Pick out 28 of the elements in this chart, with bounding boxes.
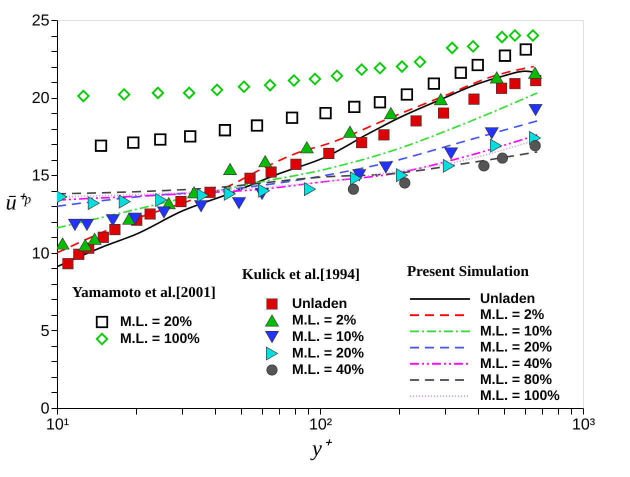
legend-label: M.L. = 20% [480, 338, 553, 355]
legend-label: Unladen [292, 295, 348, 311]
x-tick-label: 10¹ [46, 416, 70, 434]
legend-label: M.L. = 2% [480, 306, 545, 322]
legend-label: Unladen [480, 290, 536, 306]
x-tick-label: 10³ [572, 416, 596, 434]
legend-label: M.L. = 100% [480, 387, 560, 404]
legend-label: M.L. = 40% [480, 354, 553, 371]
annotation: Present Simulation [407, 264, 530, 280]
legend-label: M.L. = 40% [292, 361, 365, 377]
y-tick-label: 5 [40, 322, 50, 340]
legend-label: M.L. = 10% [480, 322, 553, 338]
legend-label: M.L. = 2% [292, 312, 357, 328]
y-tick-label: 25 [32, 12, 50, 30]
legend-label: M.L. = 80% [480, 371, 553, 387]
annotation: Kulick et al.[1994] [242, 267, 360, 283]
y-axis-title: ū⁺ᵖ [6, 190, 32, 214]
x-tick-label: 10² [308, 416, 333, 434]
legend-label: M.L. = 20% [120, 313, 193, 329]
legend-label: M.L. = 20% [292, 344, 365, 360]
legend-label: M.L. = 10% [292, 328, 365, 344]
y-tick-label: 15 [32, 168, 50, 185]
y-tick-label: 10 [32, 245, 50, 262]
y-tick-label: 20 [32, 90, 50, 108]
y-tick-label: 0 [40, 400, 50, 418]
annotation: Yamamoto et al.[2001] [72, 285, 216, 301]
legend-label: M.L. = 100% [120, 330, 200, 346]
x-axis-title: y⁺ [310, 436, 333, 460]
